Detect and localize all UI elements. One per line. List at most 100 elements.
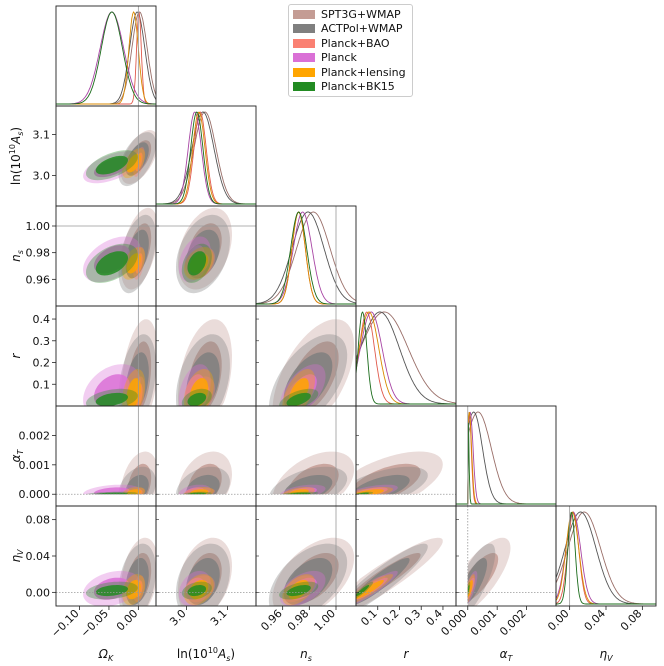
contour-68	[95, 392, 128, 406]
contour-68	[94, 487, 130, 495]
y-tick-label: 0.04	[26, 550, 51, 563]
marginal-line	[456, 422, 556, 505]
legend-swatch	[293, 67, 315, 77]
x-tick-label: 0.2	[380, 607, 402, 629]
marginal-line	[556, 511, 656, 605]
legend-swatch	[293, 24, 315, 34]
contour-68	[95, 492, 128, 495]
legend-item: Planck	[293, 51, 406, 66]
legend-label: Planck	[321, 51, 357, 65]
x-axis-label-etaV: ηV	[599, 647, 613, 663]
legend-swatch	[293, 9, 315, 19]
x-tick-label: 0.04	[582, 607, 609, 634]
x-tick-label: −0.05	[78, 607, 111, 640]
contour-68	[187, 492, 207, 495]
contour-68	[126, 153, 141, 173]
contour-68	[95, 585, 128, 597]
y-tick-label: 0.96	[26, 273, 51, 286]
panel-lnAs-omegak: 3.0 3.1	[33, 105, 157, 207]
marginal-line	[556, 511, 656, 605]
x-tick-label: 0.000	[438, 607, 469, 638]
x-tick-label: 3.1	[208, 607, 230, 629]
panel-ns-ns	[255, 205, 357, 307]
contour-68	[467, 558, 488, 605]
panel-alphaT-ns	[255, 405, 357, 507]
y-axis-label-etaV: ηV	[9, 549, 25, 563]
marginal-line	[256, 211, 356, 305]
y-tick-label: 0.98	[26, 247, 51, 260]
x-tick-label: 3.0	[167, 607, 189, 629]
contour-68	[125, 474, 149, 495]
marginal-line	[556, 511, 656, 605]
marginal-line	[256, 211, 356, 305]
y-tick-label: 0.2	[33, 357, 51, 370]
legend-label: Planck+BK15	[321, 80, 395, 94]
x-tick-label: 0.96	[258, 607, 285, 634]
x-tick-label: 0.08	[618, 607, 645, 634]
marginal-line	[556, 511, 656, 605]
y-tick-label: 0.1	[33, 378, 51, 391]
marginal-line	[56, 11, 156, 105]
marginal-line	[456, 412, 556, 505]
panel-lnAs-lnAs	[155, 105, 257, 207]
legend-item: Planck+lensing	[293, 65, 406, 80]
x-tick-label: 0.3	[402, 607, 424, 629]
panel-r-r	[355, 305, 457, 407]
y-tick-label: 0.002	[19, 429, 51, 442]
legend-label: Planck+BAO	[321, 36, 390, 50]
y-tick-label: 0.00	[26, 586, 51, 599]
marginal-line	[556, 511, 656, 605]
contour-68	[187, 392, 207, 406]
marginal-line	[556, 511, 656, 605]
panel-ns-omegak: 0.96 0.98 1.00	[26, 205, 157, 307]
y-tick-label: 1.00	[26, 220, 51, 233]
panel-alphaT-alphaT	[455, 405, 557, 507]
panel-r-lnAs	[155, 305, 257, 407]
y-axis-label-alphaT: αT	[9, 448, 25, 462]
panel-alphaT-lnAs	[155, 405, 257, 507]
y-tick-label: 0.4	[33, 313, 51, 326]
panel-etaV-ns: 0.96 0.98 1.00	[255, 505, 357, 634]
contour-68	[286, 585, 311, 597]
marginal-line	[156, 111, 256, 205]
contour-68	[187, 585, 207, 597]
panel-omegak-omegak	[55, 5, 157, 107]
marginal-line	[256, 211, 356, 305]
legend-label: Planck+lensing	[321, 65, 406, 79]
y-tick-label: 0.3	[33, 335, 51, 348]
y-axis-label-r: r	[9, 352, 23, 358]
contour-68	[126, 253, 141, 274]
marginal-line	[256, 211, 356, 305]
contour-68	[356, 585, 370, 597]
x-axis-label-r: r	[404, 647, 410, 661]
y-axis-label-lnAs: ln(1010As)	[8, 127, 25, 185]
legend-label: SPT3G+WMAP	[321, 7, 401, 21]
x-tick-label: 0.00	[545, 607, 572, 634]
x-tick-label: 0.001	[468, 607, 499, 638]
panel-etaV-omegak: −0.10−0.05 0.000.000.040.08	[26, 505, 157, 640]
marginal-line	[256, 211, 356, 305]
marginal-line	[256, 211, 356, 304]
x-axis-label-lnAs: ln(1010As)	[177, 646, 235, 663]
contour-68	[467, 585, 470, 597]
legend-swatch	[293, 82, 315, 92]
y-tick-label: 0.000	[19, 488, 51, 501]
panel-ns-lnAs	[155, 205, 257, 307]
panel-r-ns	[255, 305, 357, 407]
legend-swatch	[293, 53, 315, 63]
marginal-line	[356, 311, 456, 404]
x-axis-label-omegak: ΩK	[98, 647, 114, 663]
contour-68	[187, 251, 207, 276]
marginal-line	[356, 311, 456, 405]
y-tick-label: 3.1	[33, 129, 51, 142]
x-tick-label: 0.00	[114, 607, 141, 634]
contour-68	[356, 580, 384, 600]
legend-item: Planck+BAO	[293, 36, 406, 51]
x-axis-label-ns: ns	[300, 647, 312, 663]
panel-etaV-lnAs: 3.0 3.1	[155, 505, 257, 629]
contour-68	[286, 492, 311, 495]
x-tick-label: 0.98	[285, 607, 312, 634]
x-axis-label-alphaT: αT	[500, 647, 514, 663]
